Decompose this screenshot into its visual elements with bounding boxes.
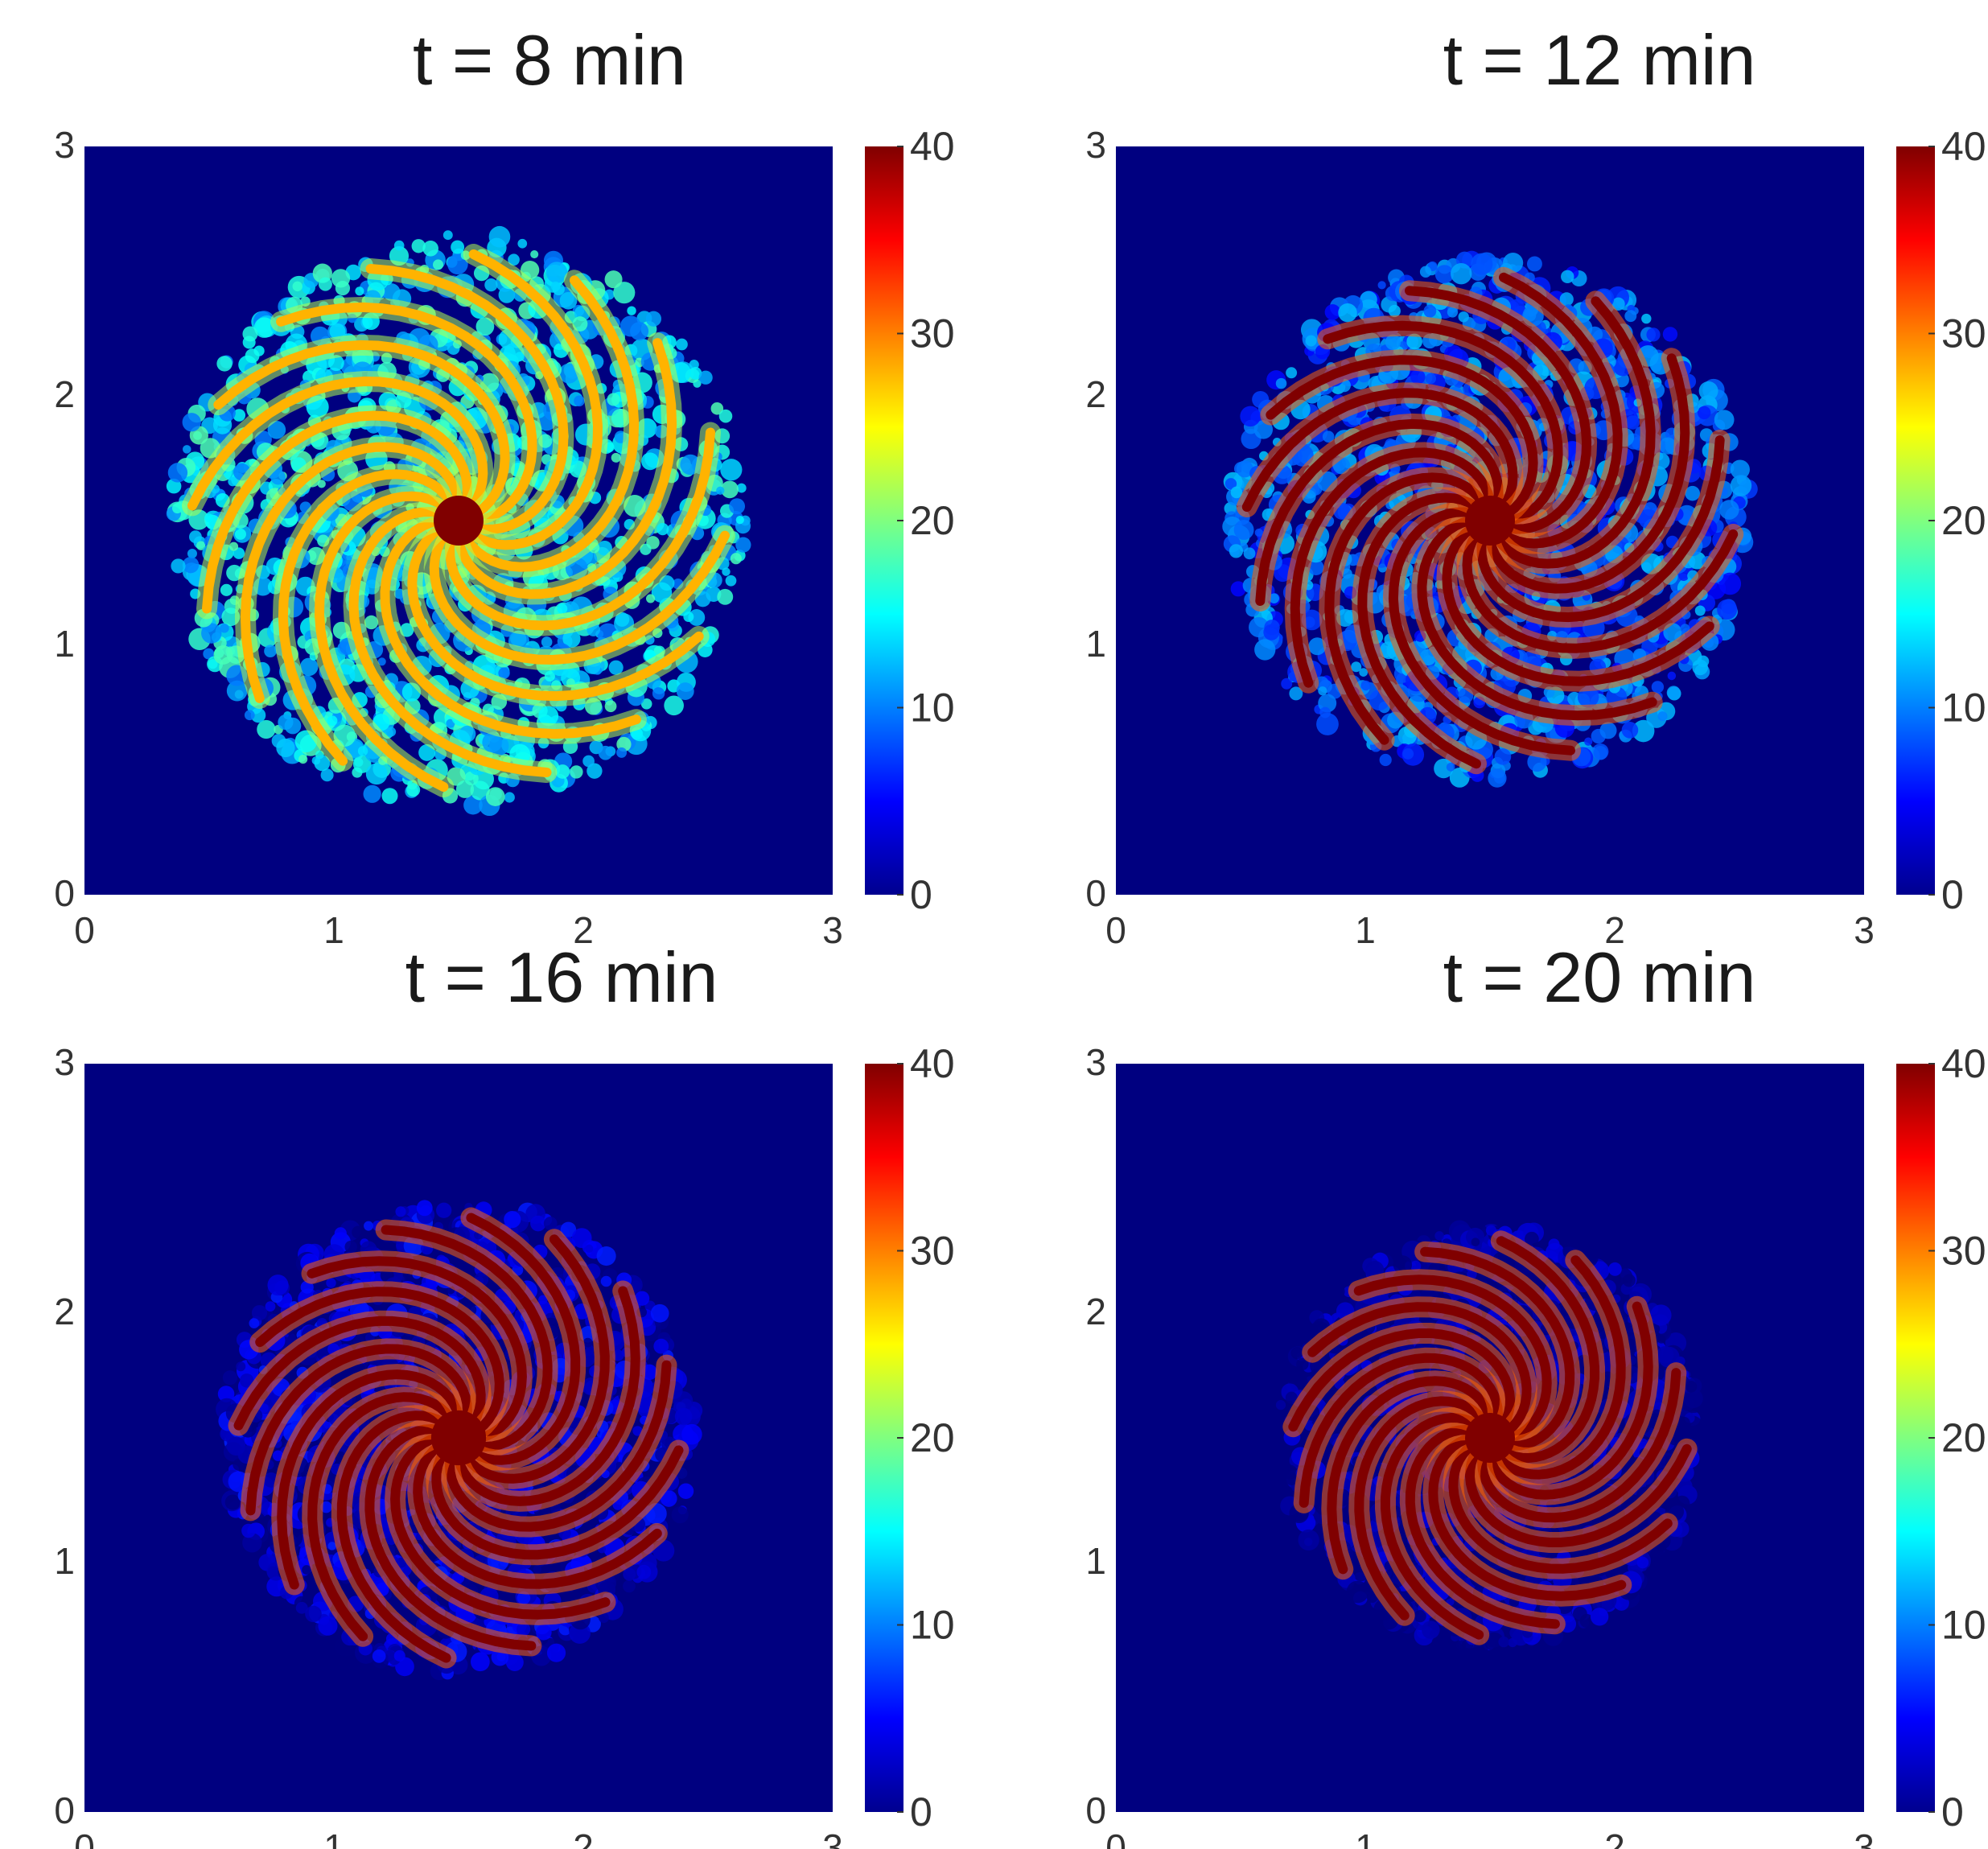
panel-title: t = 20 min (1443, 937, 1756, 1017)
colorbar-tick-label: 30 (1941, 1229, 1986, 1274)
y-tick-label: 0 (54, 872, 75, 914)
colorbar-tick-label: 30 (910, 1229, 955, 1274)
x-tick-label: 2 (573, 1826, 594, 1849)
vortex-core (1465, 496, 1515, 546)
colorbar-tick-label: 20 (910, 1415, 955, 1460)
y-tick-label: 1 (54, 623, 75, 665)
y-tick-label: 1 (1085, 623, 1106, 665)
panel-title: t = 8 min (413, 20, 686, 100)
colorbar-tick-label: 40 (910, 1041, 955, 1086)
colorbar-tick-label: 40 (1941, 1041, 1986, 1086)
heatmap-field (166, 225, 751, 817)
y-tick-label: 1 (54, 1540, 75, 1582)
heatmap-field (1274, 1220, 1704, 1658)
panel-title: t = 16 min (405, 937, 718, 1017)
y-tick-label: 3 (1085, 124, 1106, 166)
colorbar-tick-label: 40 (910, 124, 955, 169)
colorbar-tick-label: 20 (910, 498, 955, 543)
y-tick-label: 2 (1085, 1291, 1106, 1332)
colorbar-tick-label: 10 (1941, 1603, 1986, 1648)
y-tick-label: 3 (54, 1041, 75, 1083)
colorbar-tick-label: 30 (1941, 311, 1986, 356)
y-tick-label: 1 (1085, 1540, 1106, 1582)
x-tick-label: 1 (1355, 909, 1376, 951)
x-tick-label: 3 (822, 909, 843, 951)
y-tick-label: 3 (54, 124, 75, 166)
spiral-arms (228, 1207, 689, 1669)
colorbar-tick-label: 0 (910, 1789, 932, 1835)
x-tick-label: 0 (74, 909, 95, 951)
x-tick-label: 2 (573, 909, 594, 951)
axis-ticks: 0 1 2 3 0 1 2 3 (54, 124, 842, 951)
vortex-core (434, 496, 484, 546)
panel-title: t = 12 min (1443, 20, 1756, 100)
colorbar-tick-label: 40 (1941, 124, 1986, 169)
x-tick-label: 1 (323, 1826, 344, 1849)
x-tick-label: 0 (1105, 909, 1126, 951)
vortex-core (1465, 1413, 1515, 1463)
colorbar-tick-label: 20 (1941, 1415, 1986, 1460)
heatmap-field (1222, 250, 1758, 788)
x-tick-label: 1 (323, 909, 344, 951)
colorbar-tick-label: 0 (910, 872, 932, 917)
vortex-core (430, 1410, 487, 1466)
spiral-arms (1236, 266, 1744, 775)
x-tick-label: 3 (1854, 909, 1875, 951)
x-tick-label: 2 (1604, 909, 1625, 951)
x-tick-label: 0 (74, 1826, 95, 1849)
colorbar-tick-label: 20 (1941, 498, 1986, 543)
x-tick-label: 3 (1854, 1826, 1875, 1849)
colorbar-tick-label: 0 (1941, 1789, 1964, 1835)
y-tick-label: 0 (1085, 872, 1106, 914)
x-tick-label: 3 (822, 1826, 843, 1849)
y-tick-label: 3 (1085, 1041, 1106, 1083)
colorbar-tick-label: 0 (1941, 872, 1964, 917)
colorbar-tick-label: 10 (910, 1603, 955, 1648)
spiral-arms (182, 244, 735, 797)
heatmap-field (216, 1200, 703, 1681)
axis-ticks: 0 1 2 3 0 1 2 3 (1085, 124, 1874, 951)
x-tick-label: 1 (1355, 1826, 1376, 1849)
y-tick-label: 2 (54, 373, 75, 415)
y-tick-label: 0 (54, 1789, 75, 1831)
x-tick-label: 2 (1604, 1826, 1625, 1849)
x-tick-label: 0 (1105, 1826, 1126, 1849)
y-tick-label: 0 (1085, 1789, 1106, 1831)
colorbar-tick-label: 10 (1941, 686, 1986, 731)
colorbar-tick-label: 30 (910, 311, 955, 356)
y-tick-label: 2 (54, 1291, 75, 1332)
y-tick-label: 2 (1085, 373, 1106, 415)
spiral-arms (1282, 1230, 1698, 1645)
axis-ticks: 0 1 2 3 0 1 2 3 (54, 1041, 842, 1849)
colorbar-tick-label: 10 (910, 686, 955, 731)
axis-ticks: 0 1 2 3 0 1 2 3 (1085, 1041, 1874, 1849)
